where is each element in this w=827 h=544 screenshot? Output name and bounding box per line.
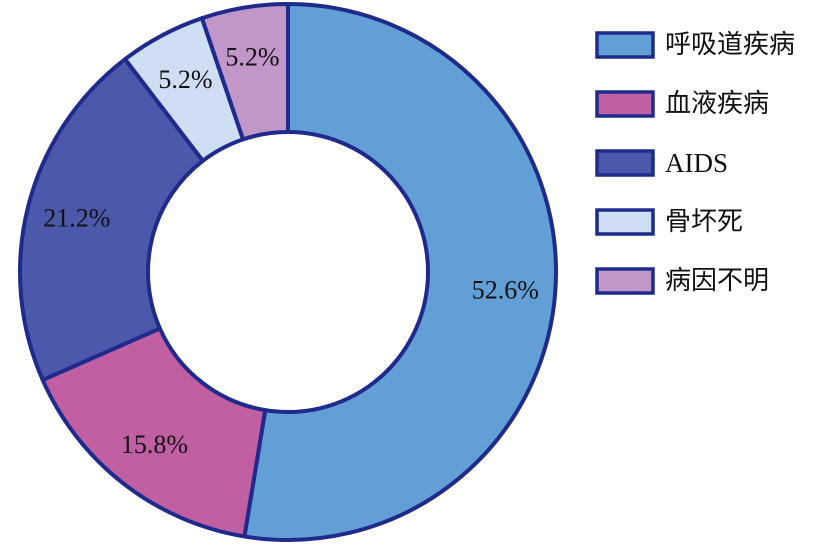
legend-swatch-4 — [595, 208, 655, 236]
legend-swatch-3 — [595, 149, 655, 177]
legend-swatch-5 — [595, 267, 655, 295]
slice-value-label-5: 5.2% — [225, 42, 279, 71]
legend-label-3: AIDS — [665, 148, 728, 178]
legend-swatch-2 — [595, 90, 655, 118]
legend-label-5: 病因不明 — [665, 266, 769, 296]
slice-value-label-1: 52.6% — [472, 275, 539, 304]
donut-slice-1 — [242, 2, 558, 542]
donut-slices — [18, 2, 558, 542]
slice-value-label-2: 15.8% — [121, 430, 188, 459]
slice-value-label-4: 5.2% — [158, 65, 212, 94]
donut-slice-3 — [18, 57, 205, 382]
legend-swatch-1 — [595, 31, 655, 59]
donut-slice-2 — [40, 326, 268, 539]
slice-value-label-3: 21.2% — [43, 203, 110, 232]
donut-value-labels: 52.6% 15.8% 21.2% 5.2% 5.2% — [43, 42, 539, 458]
legend-label-4: 骨坏死 — [665, 207, 743, 237]
donut-slice-5 — [199, 2, 290, 142]
legend-label-1: 呼吸道疾病 — [665, 30, 795, 60]
legend-label-2: 血液疾病 — [665, 89, 769, 119]
